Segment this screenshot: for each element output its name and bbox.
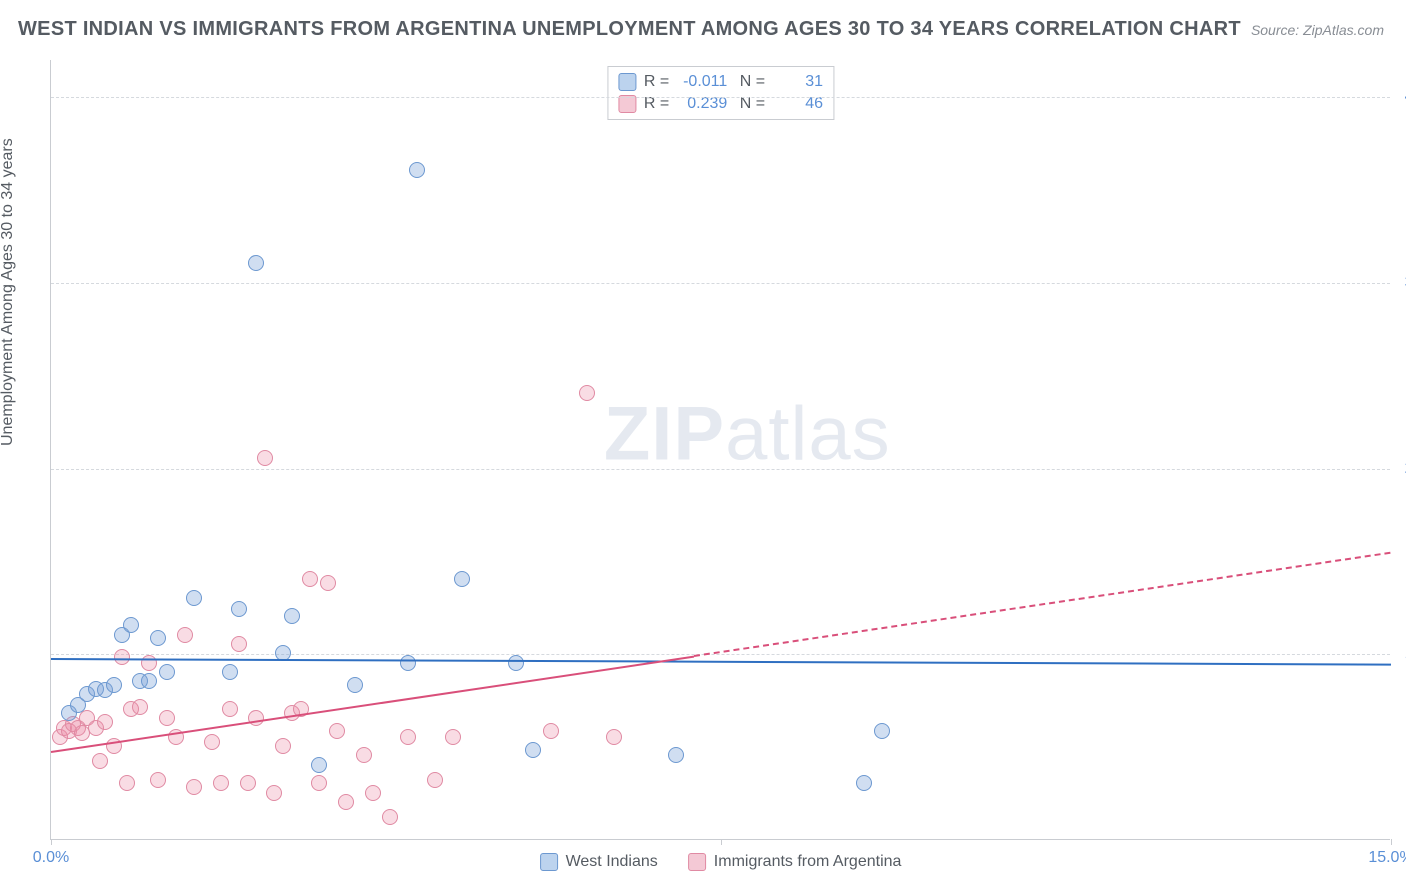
x-tick-mark bbox=[51, 839, 52, 845]
data-point-b bbox=[427, 772, 443, 788]
data-point-b bbox=[311, 775, 327, 791]
legend: West Indians Immigrants from Argentina bbox=[540, 853, 902, 871]
data-point-b bbox=[257, 450, 273, 466]
data-point-b bbox=[356, 747, 372, 763]
gridline bbox=[51, 654, 1390, 655]
data-point-b bbox=[231, 636, 247, 652]
data-point-b bbox=[132, 699, 148, 715]
data-point-b bbox=[141, 655, 157, 671]
data-point-b bbox=[329, 723, 345, 739]
data-point-b bbox=[579, 385, 595, 401]
data-point-b bbox=[177, 627, 193, 643]
watermark-zip: ZIP bbox=[604, 391, 725, 476]
x-tick-mark bbox=[1391, 839, 1392, 845]
trendline-a bbox=[51, 658, 1391, 666]
data-point-b bbox=[400, 729, 416, 745]
watermark: ZIPatlas bbox=[604, 390, 891, 477]
data-point-a bbox=[284, 608, 300, 624]
legend-label-a: West Indians bbox=[566, 853, 658, 871]
watermark-atlas: atlas bbox=[725, 391, 891, 476]
data-point-b bbox=[382, 809, 398, 825]
data-point-b bbox=[222, 701, 238, 717]
data-point-a bbox=[231, 601, 247, 617]
data-point-a bbox=[141, 673, 157, 689]
data-point-b bbox=[186, 779, 202, 795]
data-point-b bbox=[338, 794, 354, 810]
y-tick-label: 30.0% bbox=[1395, 274, 1406, 292]
data-point-b bbox=[543, 723, 559, 739]
data-point-b bbox=[97, 714, 113, 730]
data-point-b bbox=[320, 575, 336, 591]
trendline-b-dashed bbox=[694, 552, 1391, 657]
data-point-b bbox=[266, 785, 282, 801]
r-value-a: -0.011 bbox=[677, 73, 727, 91]
data-point-a bbox=[525, 742, 541, 758]
data-point-a bbox=[347, 677, 363, 693]
data-point-b bbox=[275, 738, 291, 754]
n-value-a: 31 bbox=[773, 73, 823, 91]
data-point-a bbox=[508, 655, 524, 671]
data-point-b bbox=[248, 710, 264, 726]
data-point-a bbox=[400, 655, 416, 671]
y-axis-label: Unemployment Among Ages 30 to 34 years bbox=[0, 138, 17, 446]
data-point-b bbox=[159, 710, 175, 726]
legend-swatch-b bbox=[688, 853, 706, 871]
gridline bbox=[51, 97, 1390, 98]
data-point-a bbox=[874, 723, 890, 739]
data-point-a bbox=[123, 617, 139, 633]
data-point-a bbox=[159, 664, 175, 680]
y-tick-label: 20.0% bbox=[1395, 460, 1406, 478]
y-tick-label: 10.0% bbox=[1395, 645, 1406, 663]
data-point-b bbox=[119, 775, 135, 791]
y-tick-label: 40.0% bbox=[1395, 88, 1406, 106]
data-point-a bbox=[409, 162, 425, 178]
data-point-b bbox=[150, 772, 166, 788]
data-point-a bbox=[454, 571, 470, 587]
source-attribution: Source: ZipAtlas.com bbox=[1251, 22, 1384, 38]
stat-label: R = bbox=[644, 73, 669, 91]
data-point-b bbox=[302, 571, 318, 587]
stat-label: N = bbox=[735, 73, 765, 91]
correlation-stats-box: R = -0.011 N = 31 R = 0.239 N = 46 bbox=[607, 66, 834, 120]
data-point-b bbox=[213, 775, 229, 791]
data-point-b bbox=[114, 649, 130, 665]
chart-plot-area: ZIPatlas R = -0.011 N = 31 R = 0.239 N =… bbox=[50, 60, 1390, 840]
data-point-a bbox=[311, 757, 327, 773]
data-point-a bbox=[248, 255, 264, 271]
legend-item: Immigrants from Argentina bbox=[688, 853, 902, 871]
x-tick-mark bbox=[721, 839, 722, 845]
data-point-b bbox=[204, 734, 220, 750]
chart-title: WEST INDIAN VS IMMIGRANTS FROM ARGENTINA… bbox=[18, 18, 1241, 41]
gridline bbox=[51, 469, 1390, 470]
data-point-a bbox=[856, 775, 872, 791]
data-point-a bbox=[668, 747, 684, 763]
data-point-a bbox=[150, 630, 166, 646]
data-point-a bbox=[106, 677, 122, 693]
data-point-b bbox=[240, 775, 256, 791]
data-point-b bbox=[445, 729, 461, 745]
series-a-swatch bbox=[618, 73, 636, 91]
data-point-b bbox=[365, 785, 381, 801]
data-point-b bbox=[606, 729, 622, 745]
x-tick-label: 15.0% bbox=[1368, 849, 1406, 867]
data-point-a bbox=[186, 590, 202, 606]
legend-swatch-a bbox=[540, 853, 558, 871]
gridline bbox=[51, 283, 1390, 284]
legend-label-b: Immigrants from Argentina bbox=[714, 853, 902, 871]
data-point-a bbox=[222, 664, 238, 680]
legend-item: West Indians bbox=[540, 853, 658, 871]
stats-row: R = -0.011 N = 31 bbox=[618, 71, 823, 93]
x-tick-label: 0.0% bbox=[33, 849, 69, 867]
data-point-b bbox=[92, 753, 108, 769]
